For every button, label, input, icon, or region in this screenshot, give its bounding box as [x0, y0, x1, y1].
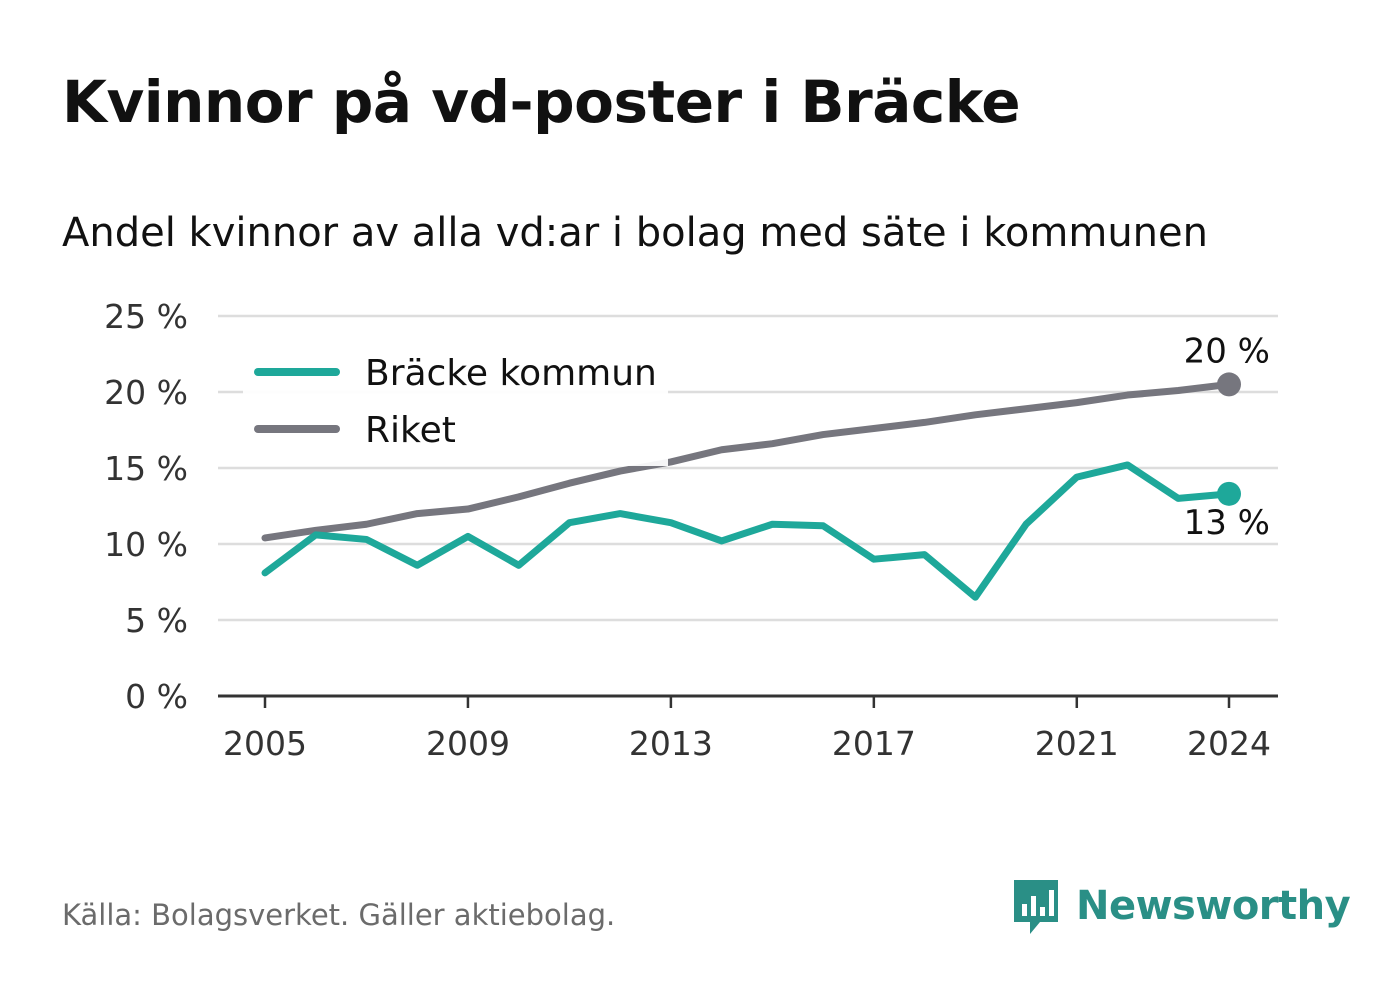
y-tick-label: 5 % [125, 601, 188, 640]
y-tick-label: 25 % [104, 297, 188, 336]
end-label: 20 % [1184, 331, 1270, 371]
end-label: 13 % [1184, 503, 1270, 543]
x-tick-label: 2005 [223, 724, 307, 763]
legend-background [243, 340, 668, 466]
brand: Newsworthy [1010, 876, 1351, 936]
end-marker [1217, 481, 1241, 506]
end-marker [1217, 372, 1241, 397]
series-line-bracke [261, 461, 1233, 601]
newsworthy-logo-icon [1014, 880, 1058, 934]
source-note: Källa: Bolagsverket. Gäller aktiebolag. [62, 898, 616, 932]
y-tick-label: 0 % [125, 677, 188, 716]
series-line-riket [261, 380, 1233, 542]
brand-name: Newsworthy [1076, 883, 1351, 929]
chart-subtitle: Andel kvinnor av alla vd:ar i bolag med … [62, 210, 1208, 256]
y-tick-label: 15 % [104, 449, 188, 488]
y-tick-label: 20 % [104, 373, 188, 412]
x-tick-label: 2009 [426, 724, 510, 763]
x-tick-label: 2013 [629, 724, 713, 763]
x-tick-label: 2021 [1035, 724, 1119, 763]
x-tick-label: 2017 [832, 724, 916, 763]
y-tick-label: 10 % [104, 525, 188, 564]
chart-title: Kvinnor på vd-poster i Bräcke [62, 68, 1021, 136]
legend-label: Bräcke kommun [365, 353, 657, 394]
x-tick-label: 2024 [1187, 724, 1271, 763]
legend-label: Riket [365, 410, 456, 451]
